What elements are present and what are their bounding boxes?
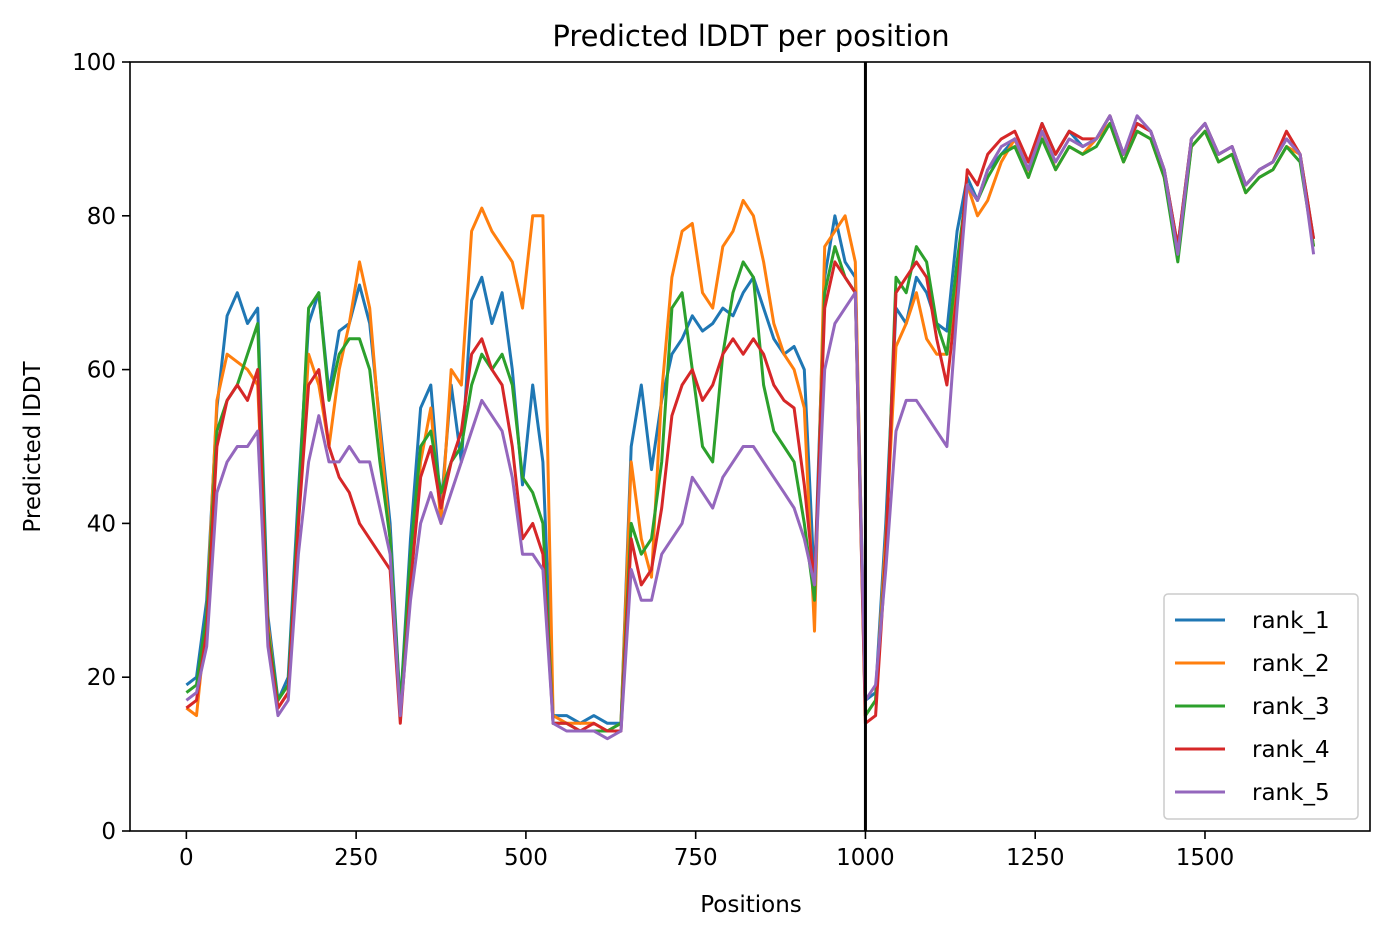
legend-label-rank_1: rank_1 [1252,608,1330,634]
plot-area [185,114,1316,741]
x-tick-label: 1000 [836,845,895,871]
y-axis: 0 20 40 60 80 100 [72,50,130,845]
series-line-rank_2 [185,122,1316,733]
x-tick-label: 750 [674,845,718,871]
series-line-rank_5 [185,114,1316,741]
legend-label-rank_3: rank_3 [1252,694,1330,720]
x-tick-label: 250 [334,845,378,871]
x-tick-label: 1250 [1006,845,1065,871]
x-axis: 0 250 500 750 1000 1250 1500 [179,831,1234,871]
legend-label-rank_5: rank_5 [1252,780,1330,806]
y-axis-label: Predicted lDDT [20,360,46,532]
series-line-rank_1 [185,114,1316,725]
y-tick-label: 100 [72,50,116,76]
axes-frame [129,61,1371,832]
y-tick-label: 0 [101,819,116,845]
chart-title: Predicted lDDT per position [552,19,949,53]
y-tick-label: 20 [87,665,116,691]
x-tick-label: 1500 [1176,845,1235,871]
legend-label-rank_4: rank_4 [1252,737,1330,763]
x-axis-label: Positions [700,892,802,918]
series-line-rank_4 [185,114,1316,733]
x-tick-label: 500 [504,845,548,871]
legend-label-rank_2: rank_2 [1252,651,1330,677]
x-tick-label: 0 [179,845,194,871]
y-tick-label: 40 [87,511,116,537]
legend-box [1163,593,1359,820]
legend: rank_1 rank_2 rank_3 rank_4 rank_5 [1163,593,1359,820]
y-tick-label: 60 [87,358,116,384]
series-line-rank_3 [185,122,1316,733]
y-tick-label: 80 [87,204,116,230]
